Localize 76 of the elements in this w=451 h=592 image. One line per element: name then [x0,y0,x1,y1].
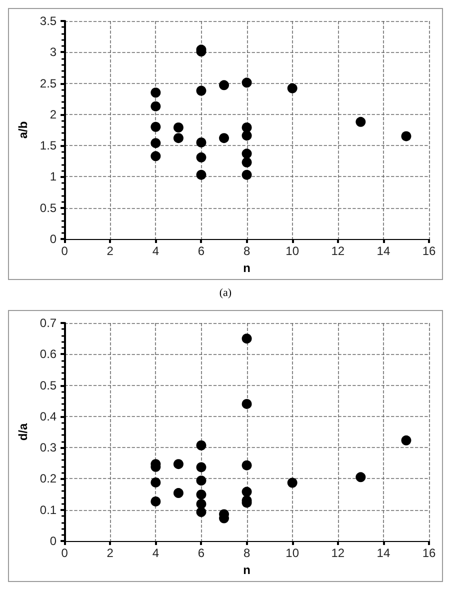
x-tick-label: 6 [198,546,205,560]
point [150,122,161,132]
point [150,477,161,488]
y-tick-label: 0.3 [40,440,57,455]
x-tick-label: 0 [61,244,68,258]
point [196,507,206,518]
point [242,334,252,344]
y-tick-label: 0.2 [40,472,57,486]
point [242,486,252,497]
y-tick-label: 1.5 [40,138,57,153]
point [196,476,206,486]
point [173,488,184,498]
point [173,133,184,144]
x-tick-label: 12 [331,244,345,258]
x-tick-label: 0 [61,546,68,560]
y-tick-label: 1 [50,170,57,184]
point [401,435,412,446]
point [150,138,161,148]
x-axis-title: n [243,562,250,577]
x-tick-label: 2 [106,546,114,560]
x-tick-label: 10 [286,546,300,560]
text: (a) [218,286,233,301]
x-tick-label: 2 [106,244,114,258]
point [242,398,252,409]
point [287,478,298,488]
x-tick-label: 16 [422,244,436,258]
point [196,170,206,180]
y-tick-label: 0 [50,232,57,246]
point [150,151,161,162]
point [242,78,252,88]
x-tick-label: 4 [152,244,160,258]
point [150,496,161,506]
y-tick-label: 0.4 [40,409,57,424]
point [242,170,252,180]
x-tick-label: 10 [286,244,300,258]
y-tick-label: 0.1 [40,502,57,517]
x-tick-label: 8 [243,546,250,560]
y-tick-label: 2.5 [40,76,57,90]
y-axis-title: d/a [16,423,30,441]
point [219,80,230,90]
y-tick-label: 0.5 [40,378,57,392]
point [196,490,206,500]
x-tick-label: 14 [376,244,390,258]
point [173,459,184,470]
point [356,472,366,482]
x-tick-label: 6 [198,244,205,258]
point [242,460,252,470]
point [150,101,161,112]
point [196,462,206,472]
point [242,157,252,168]
y-tick-label: 0.7 [40,316,57,330]
y-tick-label: 2 [50,107,57,122]
point [356,116,366,127]
y-tick-label: 3 [50,45,57,60]
y-axis-title: a/b [16,121,30,139]
point [196,86,206,96]
point [196,137,206,148]
y-tick-label: 0.6 [40,347,57,362]
x-tick-label: 8 [243,244,250,258]
point [196,152,206,162]
x-tick-label: 12 [331,546,345,560]
point [196,440,206,450]
x-axis-title: n [243,260,250,275]
point [219,133,230,144]
point [150,88,161,98]
x-tick-label: 16 [422,546,436,560]
x-tick-label: 4 [152,546,160,560]
point [401,131,412,142]
x-tick-label: 14 [376,546,390,560]
point [242,130,252,141]
point [242,148,252,159]
point [287,83,298,94]
y-tick-label: 3.5 [40,14,57,28]
y-tick-label: 0 [50,534,57,548]
y-tick-label: 0.5 [40,200,57,215]
point [173,122,184,133]
